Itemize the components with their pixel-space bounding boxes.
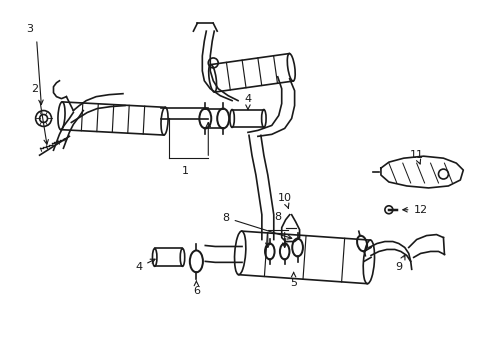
Text: 8: 8 [274, 212, 281, 222]
Text: 11: 11 [409, 150, 423, 164]
Text: 9: 9 [394, 255, 404, 272]
Text: 1: 1 [182, 166, 188, 176]
Text: 4: 4 [135, 259, 155, 272]
Text: 10: 10 [277, 193, 291, 208]
Text: 12: 12 [413, 205, 427, 215]
Text: 8: 8 [222, 213, 291, 239]
Text: 4: 4 [244, 94, 251, 109]
Text: 5: 5 [289, 272, 297, 288]
Text: 6: 6 [192, 280, 200, 296]
Text: 3: 3 [26, 24, 33, 34]
Text: 2: 2 [31, 84, 38, 94]
